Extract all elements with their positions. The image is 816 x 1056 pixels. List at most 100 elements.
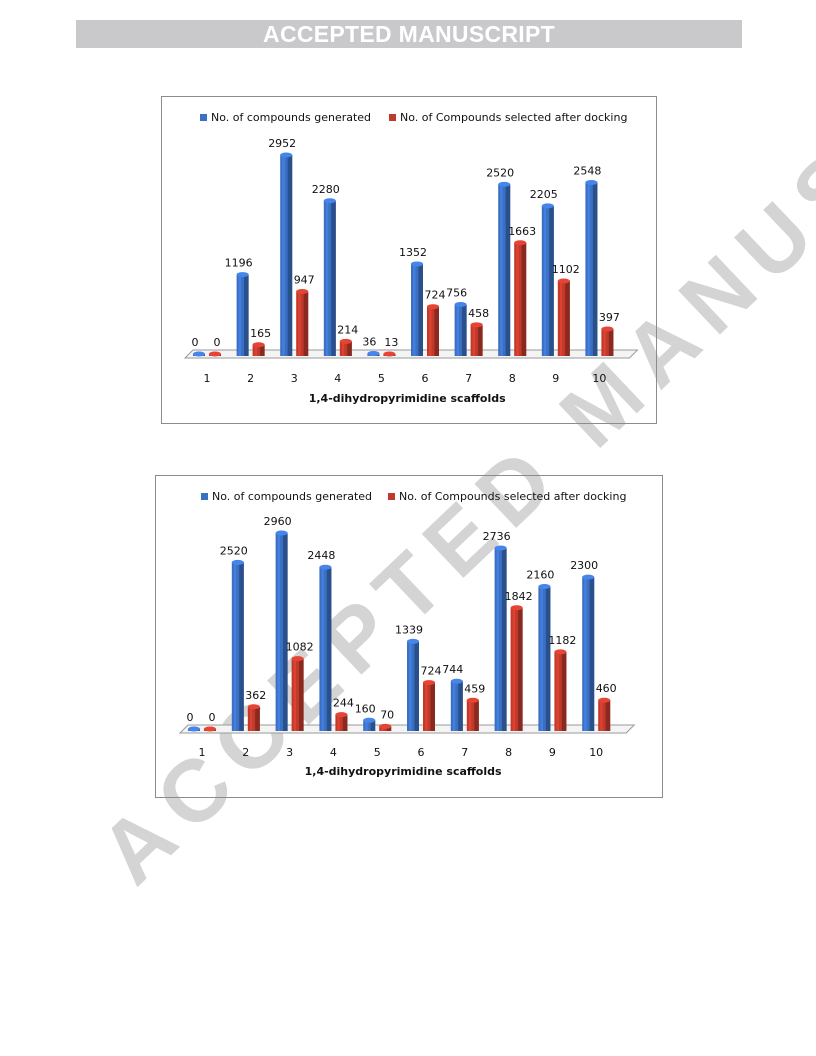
- bar-highlight: [321, 567, 324, 731]
- bar-cap: [209, 351, 221, 357]
- data-label-series1-3: 2960: [264, 515, 292, 528]
- bar-series1-6: [411, 261, 423, 356]
- data-label-series2-8: 1842: [505, 590, 533, 603]
- legend-label-1: No. of compounds generated: [212, 490, 372, 503]
- bar-shadow: [458, 681, 463, 731]
- bar-series1-7: [450, 678, 463, 731]
- legend-swatch-2: [389, 114, 396, 121]
- bar-highlight: [603, 328, 606, 356]
- bar-highlight: [468, 700, 472, 731]
- data-label-series1-8: 2520: [486, 166, 514, 179]
- data-label-series1-2: 2520: [220, 544, 248, 557]
- bar-highlight: [277, 533, 281, 731]
- bar-series2-10: [598, 697, 611, 731]
- bar-shadow: [283, 533, 288, 731]
- bar-shadow: [299, 658, 304, 731]
- bar-highlight: [559, 280, 563, 356]
- x-tick-label-3: 3: [291, 372, 298, 385]
- bar-highlight: [365, 720, 368, 731]
- bar-series2-8: [510, 605, 523, 731]
- bar-highlight: [512, 607, 516, 731]
- bar-series2-10: [601, 326, 614, 356]
- x-tick-label-1: 1: [199, 746, 206, 759]
- data-label-series1-8: 2736: [483, 530, 511, 543]
- bar-shadow: [521, 242, 527, 356]
- bar-highlight: [282, 155, 285, 356]
- bar-cap: [585, 180, 598, 186]
- x-tick-label-2: 2: [247, 372, 254, 385]
- x-axis-title: 1,4-dihydropyrimidine scaffolds: [309, 392, 506, 405]
- bar-cap: [291, 656, 304, 662]
- x-tick-label-5: 5: [378, 372, 385, 385]
- bar-cap: [582, 574, 595, 580]
- bar-body: [510, 607, 523, 731]
- bar-series1-1: [188, 726, 200, 732]
- data-label-series1-4: 2280: [312, 183, 340, 196]
- bar-series1-7: [454, 302, 467, 356]
- bar-series2-3: [296, 289, 309, 356]
- x-tick-label-7: 7: [461, 746, 468, 759]
- bar-highlight: [413, 263, 416, 356]
- bar-series1-5: [363, 717, 376, 731]
- bar-cap: [601, 326, 614, 332]
- bar-highlight: [556, 651, 559, 731]
- x-tick-label-8: 8: [509, 372, 516, 385]
- bar-cap: [423, 680, 435, 686]
- bar-series1-4: [323, 198, 336, 356]
- bar-cap: [323, 198, 336, 204]
- bar-series2-9: [554, 649, 567, 731]
- x-tick-label-10: 10: [589, 746, 603, 759]
- banner-text: ACCEPTED MANUSCRIPT: [263, 20, 555, 47]
- bar-body: [252, 344, 265, 356]
- bar-series1-10: [582, 574, 595, 731]
- data-label-series1-6: 1352: [399, 246, 427, 259]
- bar-highlight: [472, 324, 476, 356]
- bar-highlight: [381, 726, 384, 731]
- data-label-series2-9: 1182: [548, 634, 576, 647]
- bar-shadow: [331, 200, 336, 356]
- bar-shadow: [326, 567, 332, 731]
- x-tick-label-8: 8: [505, 746, 512, 759]
- bar-cap: [538, 584, 551, 590]
- data-label-series2-9: 1102: [552, 263, 580, 276]
- x-tick-label-9: 9: [552, 372, 559, 385]
- bar-shadow: [430, 682, 435, 731]
- bar-series2-1: [204, 726, 216, 732]
- data-label-series1-10: 2300: [570, 559, 598, 572]
- bar-series2-7: [470, 322, 483, 356]
- legend-label-1: No. of compounds generated: [211, 111, 371, 124]
- bar-shadow: [518, 607, 523, 731]
- data-label-series1-2: 1196: [225, 257, 253, 270]
- legend-label-2: No. of Compounds selected after docking: [399, 490, 626, 503]
- bar-shadow: [502, 547, 507, 731]
- bar-shadow: [303, 291, 309, 356]
- data-label-series1-1: 0: [187, 711, 194, 724]
- data-label-series1-7: 744: [442, 663, 463, 676]
- bar-series2-5: [379, 723, 392, 731]
- bar-series1-3: [275, 530, 288, 731]
- bar-series2-6: [423, 680, 435, 731]
- data-label-series2-10: 460: [596, 682, 617, 695]
- bar-highlight: [600, 700, 603, 731]
- bar-series2-2: [247, 704, 260, 731]
- bar-series1-9: [541, 203, 554, 356]
- bar-shadow: [386, 726, 392, 731]
- bar-series1-1: [193, 351, 205, 357]
- bar-series2-5: [383, 351, 396, 357]
- bar-series2-3: [291, 656, 304, 731]
- data-label-series2-5: 70: [380, 708, 394, 721]
- bar-body: [247, 706, 260, 731]
- data-label-series1-4: 2448: [307, 549, 335, 562]
- data-label-series2-10: 397: [599, 311, 620, 324]
- bar-shadow: [239, 562, 244, 731]
- bar-highlight: [452, 681, 456, 731]
- bar-shadow: [342, 714, 348, 731]
- legend-label-2: No. of Compounds selected after docking: [400, 111, 627, 124]
- bar-series1-8: [494, 545, 507, 731]
- bar-cap: [275, 530, 288, 536]
- bar-cap: [454, 302, 467, 308]
- data-label-series2-7: 459: [464, 682, 485, 695]
- bar-series2-4: [335, 712, 348, 731]
- bar-series2-9: [557, 278, 570, 356]
- bar-cap: [383, 351, 396, 357]
